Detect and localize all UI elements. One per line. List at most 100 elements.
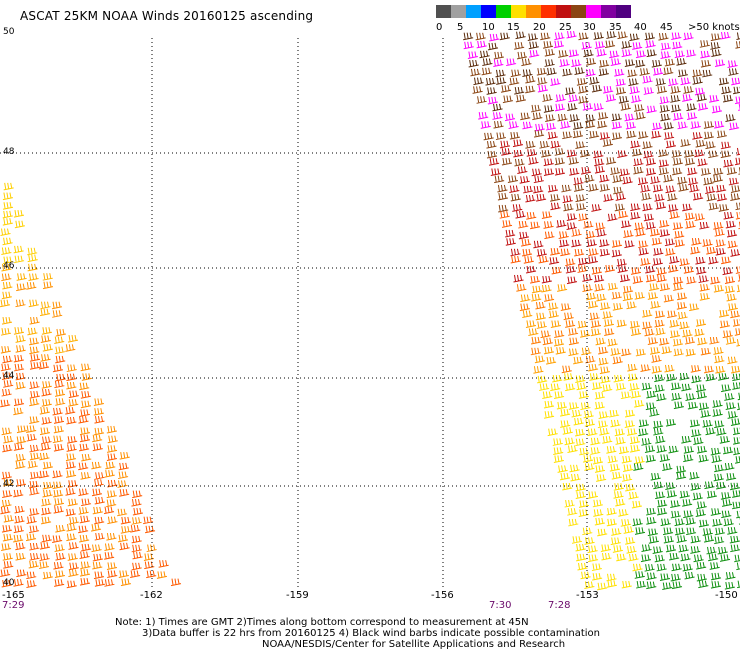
wind-barb bbox=[79, 427, 91, 436]
wind-barb bbox=[39, 542, 51, 550]
wind-barb bbox=[566, 213, 577, 221]
wind-barb bbox=[640, 554, 652, 563]
wind-barb bbox=[568, 348, 579, 357]
wind-barb bbox=[548, 302, 559, 311]
wind-barb bbox=[664, 132, 675, 140]
wind-barb bbox=[672, 41, 683, 50]
wind-barb bbox=[585, 58, 597, 66]
wind-barb bbox=[39, 308, 51, 317]
wind-barb bbox=[542, 41, 554, 49]
wind-barb bbox=[630, 328, 642, 336]
footnote-line-1: Note: 1) Times are GMT 2)Times along bot… bbox=[115, 617, 529, 628]
wind-barb bbox=[715, 248, 726, 256]
wind-barb bbox=[559, 59, 570, 67]
wind-barb bbox=[13, 210, 25, 218]
wind-barb bbox=[684, 212, 695, 221]
wind-barb bbox=[606, 518, 617, 527]
wind-barb bbox=[724, 581, 735, 590]
wind-barb bbox=[611, 249, 622, 258]
wind-barb bbox=[689, 419, 701, 428]
wind-barb bbox=[664, 58, 675, 67]
wind-barb bbox=[709, 562, 720, 570]
wind-barb bbox=[730, 418, 740, 426]
wind-barb bbox=[640, 258, 651, 266]
wind-barb bbox=[655, 78, 666, 86]
legend-swatch bbox=[496, 5, 511, 18]
wind-barb bbox=[1, 499, 12, 508]
wind-barb bbox=[28, 480, 40, 489]
wind-barb bbox=[678, 184, 689, 192]
wind-barb bbox=[553, 338, 565, 347]
wind-barb bbox=[696, 562, 707, 570]
wind-barb bbox=[594, 41, 606, 49]
wind-barb bbox=[696, 446, 708, 454]
wind-barb bbox=[730, 544, 740, 553]
wind-barb bbox=[651, 131, 662, 139]
wind-barb bbox=[573, 184, 585, 192]
lat-label-50: 50 bbox=[3, 27, 15, 37]
wind-barb bbox=[674, 527, 686, 536]
wind-barb bbox=[732, 490, 740, 498]
wind-barb bbox=[687, 167, 698, 176]
legend-tick-15: 15 bbox=[507, 22, 520, 33]
wind-barb bbox=[702, 420, 713, 428]
wind-barb bbox=[603, 194, 614, 202]
wind-barb bbox=[718, 373, 729, 381]
wind-barb bbox=[634, 222, 645, 231]
wind-barb bbox=[537, 84, 548, 93]
wind-barb bbox=[544, 231, 555, 240]
wind-barb bbox=[723, 212, 734, 220]
wind-barb bbox=[730, 249, 740, 257]
wind-barb bbox=[725, 572, 736, 580]
wind-barb bbox=[573, 356, 584, 365]
wind-barb bbox=[16, 283, 27, 292]
wind-barb bbox=[697, 158, 708, 167]
wind-barb bbox=[14, 220, 25, 229]
wind-barb bbox=[571, 536, 583, 544]
wind-barb bbox=[15, 372, 26, 381]
wind-barb bbox=[156, 571, 168, 579]
wind-barb bbox=[614, 69, 625, 77]
wind-barb bbox=[687, 401, 698, 410]
wind-barb bbox=[695, 384, 707, 393]
wind-barb bbox=[665, 248, 676, 256]
wind-barb bbox=[706, 247, 717, 255]
wind-barb bbox=[696, 267, 707, 275]
wind-barb bbox=[705, 141, 716, 150]
wind-barb bbox=[698, 519, 710, 528]
wind-barb bbox=[40, 354, 51, 362]
wind-barb bbox=[645, 158, 657, 166]
wind-barb bbox=[565, 87, 576, 96]
wind-barb bbox=[666, 310, 678, 319]
wind-barb bbox=[553, 447, 564, 456]
wind-barb bbox=[93, 479, 104, 487]
wind-barb bbox=[517, 166, 528, 175]
wind-barb bbox=[604, 264, 615, 273]
wind-barb bbox=[700, 410, 711, 418]
wind-barb bbox=[609, 464, 620, 472]
wind-barb bbox=[522, 69, 533, 77]
wind-barb bbox=[1, 579, 12, 588]
wind-barb bbox=[547, 184, 559, 193]
wind-barb bbox=[118, 471, 129, 480]
wind-barb bbox=[533, 240, 544, 249]
wind-barb bbox=[651, 59, 662, 68]
wind-barb bbox=[541, 211, 552, 219]
wind-barb bbox=[676, 302, 687, 310]
wind-barb bbox=[660, 51, 671, 59]
wind-barb bbox=[506, 58, 517, 67]
wind-barb bbox=[578, 86, 589, 94]
wind-barb bbox=[611, 132, 623, 141]
wind-barb bbox=[692, 69, 703, 78]
wind-barb bbox=[1, 525, 13, 533]
wind-barb bbox=[486, 87, 497, 95]
wind-barb bbox=[26, 571, 37, 580]
wind-barb bbox=[567, 103, 578, 111]
wind-barb bbox=[659, 229, 670, 237]
wind-barb bbox=[613, 483, 624, 491]
wind-barb bbox=[507, 175, 519, 184]
wind-barb bbox=[26, 425, 37, 434]
wind-barb bbox=[54, 389, 66, 397]
wind-barb bbox=[78, 488, 89, 497]
wind-barb bbox=[533, 185, 544, 194]
